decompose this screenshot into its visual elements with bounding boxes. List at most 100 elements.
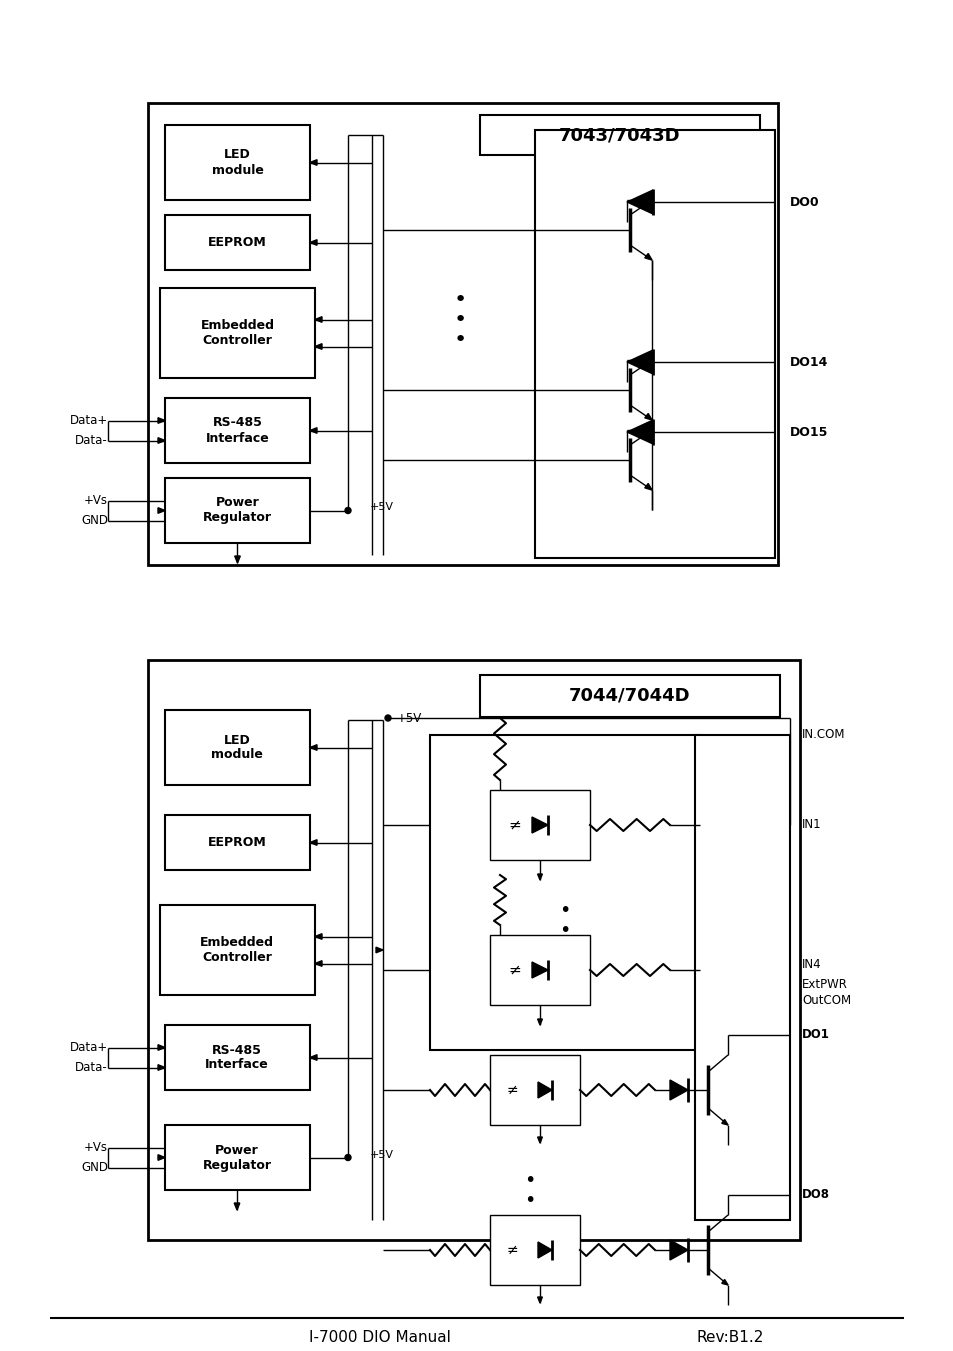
Polygon shape: [721, 1279, 727, 1285]
Polygon shape: [537, 1082, 552, 1098]
Text: +Vs: +Vs: [84, 1142, 108, 1154]
Text: •: •: [558, 901, 570, 920]
Text: ≠: ≠: [508, 962, 521, 978]
Text: RS-485
Interface: RS-485 Interface: [206, 416, 269, 444]
Text: Embedded
Controller: Embedded Controller: [200, 319, 274, 347]
Text: DO15: DO15: [789, 426, 827, 439]
Bar: [165, 1125, 310, 1190]
Text: OutCOM: OutCOM: [801, 993, 850, 1006]
Text: •: •: [558, 920, 570, 939]
Text: I-7000 DIO Manual: I-7000 DIO Manual: [309, 1329, 451, 1344]
Text: •: •: [453, 309, 466, 330]
Text: EEPROM: EEPROM: [208, 236, 267, 249]
Polygon shape: [532, 817, 547, 834]
Bar: [490, 935, 589, 1005]
Text: +5V: +5V: [370, 503, 394, 512]
Bar: [165, 126, 310, 200]
Text: •: •: [524, 1190, 536, 1209]
Text: Data+: Data+: [70, 413, 108, 427]
Polygon shape: [310, 239, 316, 246]
Text: Data-: Data-: [75, 434, 108, 447]
Text: RS-485
Interface: RS-485 Interface: [205, 1043, 269, 1071]
Polygon shape: [234, 557, 240, 563]
Bar: [165, 1025, 310, 1090]
Text: Embedded
Controller: Embedded Controller: [200, 936, 274, 965]
Polygon shape: [669, 1079, 687, 1100]
Polygon shape: [158, 1155, 165, 1161]
Polygon shape: [158, 417, 165, 423]
Text: Data-: Data-: [75, 1061, 108, 1074]
Text: +5V: +5V: [396, 712, 422, 724]
Text: •: •: [453, 330, 466, 350]
Bar: [490, 1215, 579, 1285]
Text: Power
Regulator: Power Regulator: [203, 497, 272, 524]
Text: 7043/7043D: 7043/7043D: [558, 126, 680, 145]
Bar: [160, 288, 314, 378]
Text: DO0: DO0: [789, 196, 819, 208]
Polygon shape: [644, 254, 651, 259]
Polygon shape: [310, 840, 316, 846]
Text: DO8: DO8: [801, 1189, 829, 1201]
Text: •: •: [453, 290, 466, 309]
Polygon shape: [644, 413, 651, 420]
Text: IN.COM: IN.COM: [801, 728, 844, 742]
Text: GND: GND: [81, 513, 108, 527]
Text: LED
module: LED module: [212, 149, 263, 177]
Bar: [165, 478, 310, 543]
Polygon shape: [626, 190, 652, 213]
Text: Power
Regulator: Power Regulator: [202, 1143, 272, 1171]
Text: EEPROM: EEPROM: [208, 836, 266, 848]
Text: IN1: IN1: [801, 819, 821, 831]
Text: ≠: ≠: [506, 1243, 517, 1256]
Polygon shape: [532, 962, 547, 978]
Bar: [430, 735, 700, 1050]
Polygon shape: [537, 1297, 542, 1302]
Circle shape: [345, 1155, 351, 1161]
Bar: [148, 661, 800, 1240]
Text: LED
module: LED module: [211, 734, 263, 762]
Text: GND: GND: [81, 1161, 108, 1174]
Bar: [490, 1055, 579, 1125]
Text: Rev:B1.2: Rev:B1.2: [696, 1329, 763, 1344]
Polygon shape: [375, 947, 382, 952]
Polygon shape: [537, 1019, 542, 1025]
Text: IN4: IN4: [801, 958, 821, 971]
Text: ≠: ≠: [506, 1084, 517, 1097]
Polygon shape: [537, 874, 542, 880]
Text: +Vs: +Vs: [84, 494, 108, 507]
Polygon shape: [721, 1120, 727, 1125]
Polygon shape: [310, 428, 316, 434]
Bar: [490, 790, 589, 861]
Polygon shape: [158, 438, 165, 443]
Polygon shape: [310, 159, 316, 165]
Polygon shape: [314, 934, 322, 939]
Polygon shape: [314, 961, 322, 966]
Bar: [695, 735, 789, 1220]
Polygon shape: [158, 508, 165, 513]
Circle shape: [385, 715, 391, 721]
Polygon shape: [626, 350, 652, 374]
Text: +5V: +5V: [370, 1150, 394, 1159]
Text: DO14: DO14: [789, 355, 827, 369]
Text: Data+: Data+: [70, 1042, 108, 1054]
Polygon shape: [158, 1065, 165, 1070]
Polygon shape: [644, 484, 651, 490]
Polygon shape: [314, 316, 322, 323]
Polygon shape: [626, 420, 652, 444]
Polygon shape: [310, 744, 316, 750]
Bar: [160, 905, 314, 994]
Text: ExtPWR: ExtPWR: [801, 978, 847, 992]
Text: DO1: DO1: [801, 1028, 829, 1042]
Bar: [479, 115, 760, 155]
Bar: [148, 103, 778, 565]
Polygon shape: [537, 1242, 552, 1258]
Polygon shape: [537, 1138, 542, 1143]
Polygon shape: [669, 1240, 687, 1260]
Polygon shape: [233, 1202, 239, 1210]
Text: 7044/7044D: 7044/7044D: [569, 688, 690, 705]
Polygon shape: [314, 343, 322, 350]
Bar: [479, 676, 780, 717]
Circle shape: [345, 508, 351, 513]
Bar: [165, 399, 310, 463]
Polygon shape: [158, 1044, 165, 1050]
